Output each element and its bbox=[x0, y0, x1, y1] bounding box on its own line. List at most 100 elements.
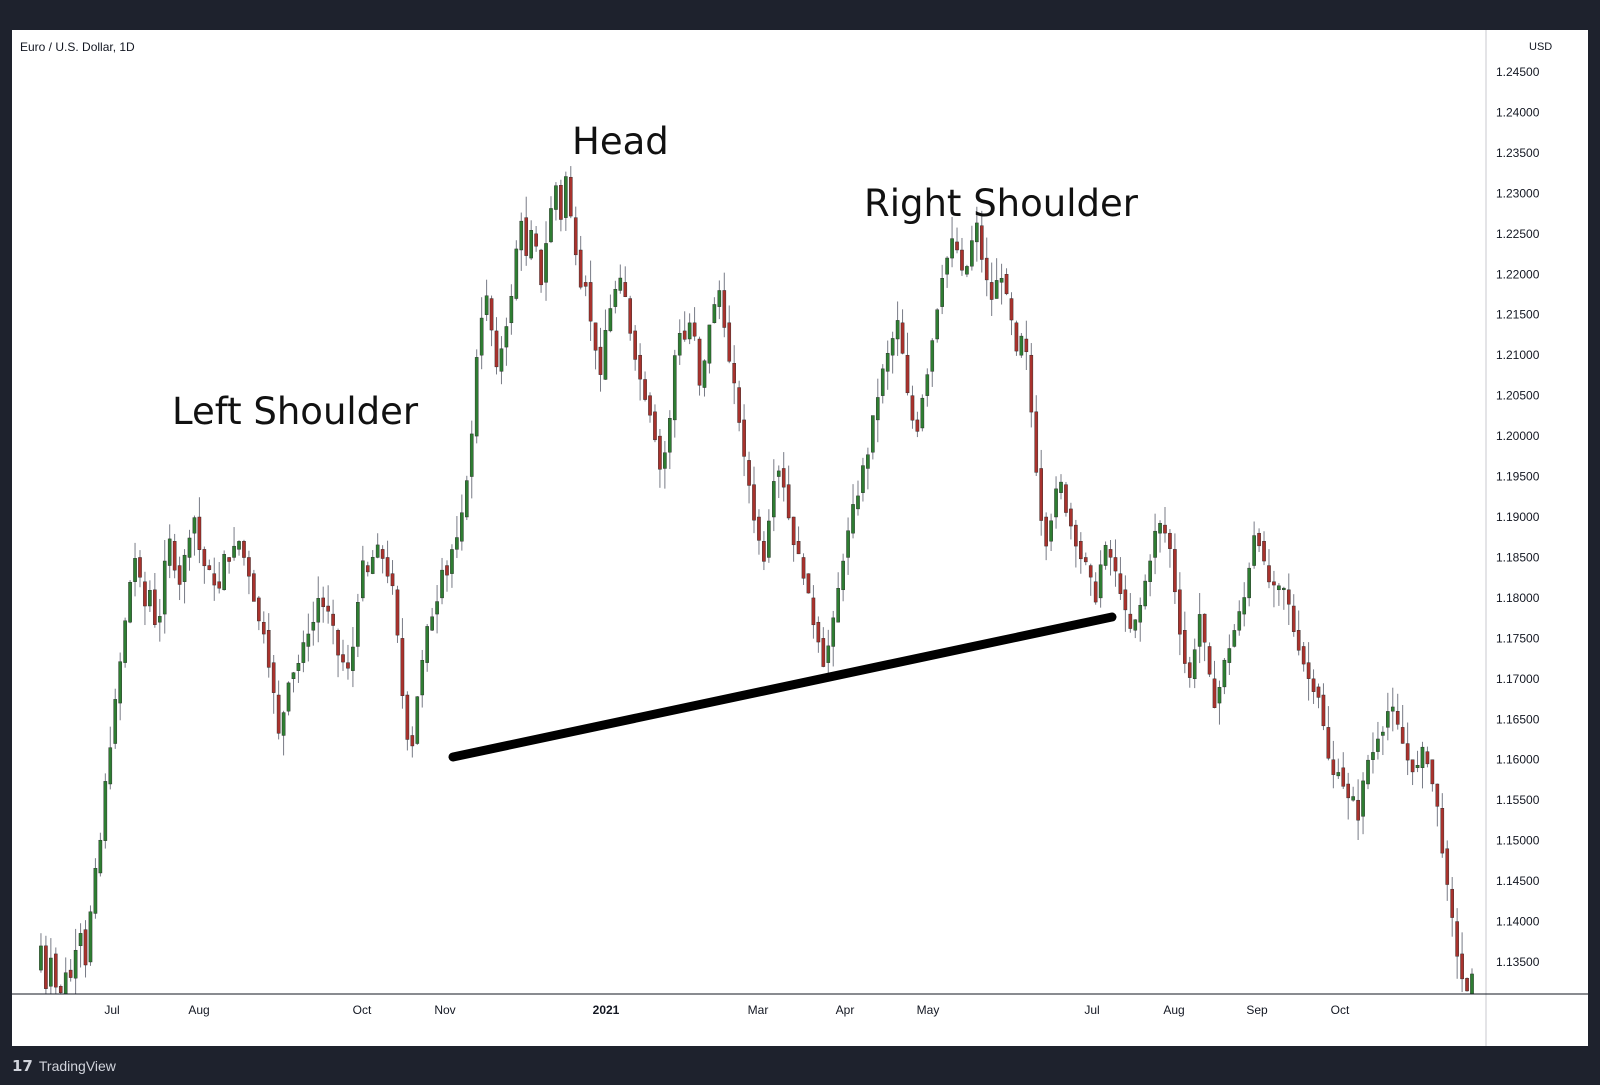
candle-down bbox=[1034, 411, 1039, 473]
candle-up bbox=[1232, 630, 1237, 647]
candle-down bbox=[801, 557, 806, 579]
candle-down bbox=[821, 638, 826, 667]
y-tick-label: 1.21000 bbox=[1496, 348, 1540, 362]
tradingview-logo-icon: 17 bbox=[12, 1057, 33, 1075]
y-tick-label: 1.24000 bbox=[1496, 105, 1540, 119]
candle-up bbox=[1237, 611, 1242, 631]
candle-down bbox=[143, 581, 147, 607]
y-tick-label: 1.17000 bbox=[1496, 672, 1540, 686]
x-tick-label: Apr bbox=[836, 1003, 855, 1017]
candle-down bbox=[559, 185, 563, 220]
brand[interactable]: 17 TradingView bbox=[12, 1057, 116, 1075]
candle-down bbox=[227, 557, 231, 562]
candle-up bbox=[133, 558, 137, 582]
y-tick-label: 1.15000 bbox=[1496, 834, 1540, 848]
candle-down bbox=[539, 249, 543, 286]
candle-up bbox=[1143, 580, 1147, 607]
candle-down bbox=[633, 330, 637, 360]
candle-down bbox=[1326, 727, 1331, 759]
candle-down bbox=[410, 735, 415, 747]
candle-up bbox=[455, 537, 459, 550]
candle-down bbox=[445, 565, 449, 576]
candle-up bbox=[469, 433, 474, 477]
candle-down bbox=[692, 322, 697, 337]
candle-up bbox=[519, 220, 524, 251]
candle-up bbox=[301, 642, 306, 663]
x-tick-label: 2021 bbox=[593, 1003, 620, 1017]
candle-down bbox=[217, 581, 222, 589]
candle-down bbox=[1405, 743, 1410, 761]
candle-down bbox=[568, 176, 573, 217]
candle-up bbox=[826, 645, 831, 663]
y-tick-label: 1.14500 bbox=[1496, 874, 1540, 888]
candle-down bbox=[1262, 541, 1266, 562]
candle-down bbox=[257, 597, 261, 622]
candle-down bbox=[623, 282, 628, 297]
candle-up bbox=[1361, 780, 1365, 817]
candle-up bbox=[935, 309, 940, 340]
candle-up bbox=[776, 470, 781, 477]
candle-down bbox=[1425, 751, 1430, 765]
candle-up bbox=[187, 537, 192, 558]
candle-up bbox=[1153, 530, 1157, 558]
candle-up bbox=[1098, 564, 1103, 599]
candle-up bbox=[49, 957, 53, 987]
candle-down bbox=[989, 282, 994, 300]
annotation-left-shoulder: Left Shoulder bbox=[172, 390, 419, 433]
candle-up bbox=[925, 374, 930, 396]
candle-up bbox=[157, 616, 162, 623]
candle-up bbox=[940, 278, 944, 307]
candle-up bbox=[514, 248, 519, 299]
candle-up bbox=[232, 545, 236, 558]
y-tick-label: 1.17500 bbox=[1496, 631, 1540, 645]
candle-up bbox=[281, 712, 286, 736]
candle-down bbox=[177, 565, 182, 585]
candle-up bbox=[1371, 752, 1375, 760]
candle-up bbox=[425, 626, 429, 663]
candle-down bbox=[1321, 694, 1326, 727]
candles-group bbox=[39, 166, 1474, 995]
y-tick-label: 1.19000 bbox=[1496, 510, 1540, 524]
candle-up bbox=[182, 554, 187, 582]
candle-down bbox=[326, 605, 330, 612]
candle-down bbox=[247, 557, 251, 577]
candle-up bbox=[1197, 614, 1202, 647]
candle-up bbox=[608, 308, 613, 332]
candle-down bbox=[524, 217, 529, 256]
candle-up bbox=[687, 322, 692, 340]
brand-label: TradingView bbox=[38, 1058, 116, 1074]
candle-down bbox=[1178, 589, 1182, 635]
candle-down bbox=[1074, 524, 1078, 547]
candle-up bbox=[291, 672, 296, 680]
candle-up bbox=[836, 588, 840, 623]
candle-down bbox=[742, 419, 746, 457]
candle-down bbox=[573, 217, 578, 256]
candle-down bbox=[321, 597, 326, 608]
candle-down bbox=[796, 541, 801, 555]
y-tick-label: 1.22500 bbox=[1496, 227, 1540, 241]
candle-up bbox=[672, 355, 677, 421]
candle-down bbox=[578, 249, 583, 288]
candle-down bbox=[791, 516, 796, 546]
x-tick-label: Mar bbox=[748, 1003, 769, 1017]
candle-down bbox=[1123, 589, 1128, 611]
candle-up bbox=[108, 747, 113, 785]
candle-down bbox=[910, 395, 915, 421]
candle-up bbox=[856, 495, 860, 510]
y-tick-label: 1.20000 bbox=[1496, 429, 1540, 443]
candle-up bbox=[880, 368, 885, 396]
candle-up bbox=[93, 868, 98, 914]
candle-up bbox=[1148, 560, 1152, 582]
candle-down bbox=[1445, 848, 1450, 885]
candle-down bbox=[598, 346, 603, 375]
candle-up bbox=[1381, 731, 1385, 736]
y-tick-label: 1.21500 bbox=[1496, 308, 1540, 322]
candle-down bbox=[405, 694, 410, 740]
candle-down bbox=[583, 282, 588, 287]
candle-down bbox=[960, 249, 964, 271]
candle-down bbox=[811, 597, 816, 626]
candle-up bbox=[668, 418, 672, 453]
candle-down bbox=[638, 354, 642, 380]
candle-down bbox=[1118, 573, 1123, 594]
annotation-head: Head bbox=[572, 120, 669, 163]
